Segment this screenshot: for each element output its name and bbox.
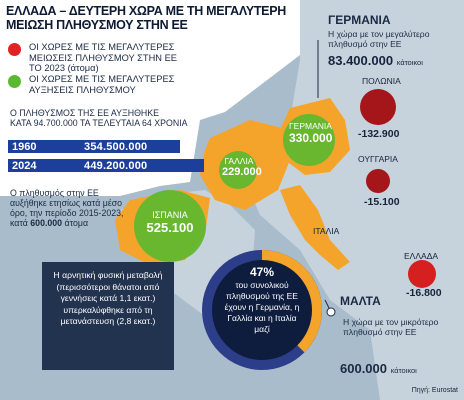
- eu-average-text: Ο πληθυσμός στην ΕΕ αυξήθηκε ετησίως κατ…: [10, 188, 124, 229]
- germany-label: ΓΕΡΜΑΝΙΑ 330.000: [289, 121, 333, 145]
- malta-marker: [326, 307, 336, 317]
- legend-increase: ΟΙ ΧΩΡΕΣ ΜΕ ΤΙΣ ΜΕΓΑΛΥΤΕΡΕΣ ΑΥΞΗΣΕΙΣ ΠΛΗ…: [8, 74, 179, 95]
- germany-description: Η χώρα με τον μεγαλύτερο πληθυσμό στην Ε…: [328, 29, 430, 49]
- population-1960: 1960 354.500.000: [8, 140, 180, 153]
- spain-green-circle: [134, 190, 206, 262]
- poland-value: -132.900: [358, 128, 400, 140]
- malta-description: Η χώρα με τον μικρότερο πληθυσμό στην ΕΕ: [343, 317, 439, 337]
- romania-red-circle: [366, 169, 390, 193]
- legend-decrease: ΟΙ ΧΩΡΕΣ ΜΕ ΤΙΣ ΜΕΓΑΛΥΤΕΡΕΣ ΜΕΙΩΣΕΙΣ ΠΛΗ…: [8, 42, 179, 74]
- natural-change-text: Η αρνητική φυσική μεταβολή (περισσότεροι…: [53, 270, 163, 327]
- greece-value: -16.800: [406, 287, 442, 299]
- share-donut-hole: [212, 260, 312, 360]
- population-2024: 2024 449.200.000: [8, 159, 204, 172]
- germany-green-circle: [283, 114, 335, 166]
- romania-value: -15.100: [364, 196, 400, 208]
- eu-growth-header: Ο ΠΛΗΘΥΣΜΟΣ ΤΗΣ ΕΕ ΑΥΞΗΘΗΚΕ ΚΑΤΑ 94.700.0…: [10, 108, 188, 129]
- donut-text: 47% του συνολικού πληθυσμού της ΕΕ έχουν…: [224, 265, 300, 334]
- poland-red-circle: [360, 89, 396, 125]
- italy-shape: [280, 185, 350, 270]
- greece-red-circle: [408, 260, 436, 288]
- malta-header: ΜΑΛΤΑ: [340, 294, 381, 308]
- red-dot-icon: [8, 43, 21, 56]
- romania-label: ΟΥΓΓΑΡΙΑ: [358, 154, 398, 164]
- info-box: [42, 262, 174, 370]
- malta-population: 600.000 κάτοικοι: [340, 361, 417, 376]
- page-title: ΕΛΛΑΔΑ – ΔΕΥΤΕΡΗ ΧΩΡΑ ΜΕ ΤΗ ΜΕΓΑΛΥΤΕΡΗ ΜΕ…: [6, 4, 286, 33]
- greece-label: ΕΛΛΑΔΑ: [404, 251, 439, 261]
- germany-population: 83.400.000 κάτοικοι: [328, 53, 423, 68]
- spain-label: ΙΣΠΑΝΙΑ 525.100: [146, 210, 194, 235]
- italy-label: ΙΤΑΛΙΑ: [313, 226, 340, 236]
- france-label: ΓΑΛΛΙΑ 229.000: [222, 156, 262, 178]
- green-dot-icon: [8, 75, 21, 88]
- germany-header: ΓΕΡΜΑΝΙΑ: [328, 13, 391, 27]
- source-credit: Πηγή: Eurostat: [411, 387, 458, 394]
- eastern-europe-land: [245, 0, 464, 400]
- poland-label: ΠΟΛΩΝΙΑ: [362, 76, 401, 86]
- france-green-circle: [219, 151, 257, 189]
